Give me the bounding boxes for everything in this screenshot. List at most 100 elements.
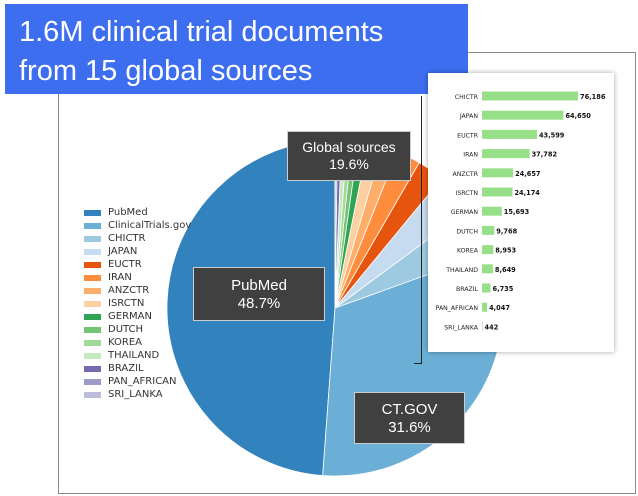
legend-swatch [84, 352, 101, 359]
legend-entry-iran: IRAN [84, 271, 191, 284]
ctgov-callout: CT.GOV 31.6% [354, 392, 465, 444]
legend-entry-clinicaltrials-gov: ClinicalTrials.gov [84, 219, 191, 232]
legend-label: JAPAN [108, 246, 138, 257]
bar-category-label-korea: KOREA [457, 248, 479, 255]
legend-label: THAILAND [108, 350, 160, 361]
legend-entry-thailand: THAILAND [84, 349, 191, 362]
bar-category-label-sri-lanka: SRI_LANKA [444, 324, 479, 331]
title-banner: 1.6M clinical trial documents from 15 gl… [5, 4, 468, 94]
legend-label: EUCTR [108, 259, 142, 270]
bar-value-label-isrctn: 24,174 [514, 189, 540, 197]
legend-entry-euctr: EUCTR [84, 258, 191, 271]
bar-chictr [482, 91, 578, 101]
legend-label: SRI_LANKA [108, 389, 163, 400]
legend-label: IRAN [108, 272, 132, 283]
legend-swatch [84, 248, 101, 255]
bar-anzctr [482, 168, 514, 178]
legend-entry-brazil: BRAZIL [84, 362, 191, 375]
legend-label: ClinicalTrials.gov [108, 220, 192, 231]
legend-entry-pubmed: PubMed [84, 206, 191, 219]
legend-swatch [84, 391, 101, 398]
bar-thailand [482, 264, 493, 274]
bar-value-label-german: 15,693 [504, 208, 530, 216]
bar-category-label-anzctr: ANZCTR [453, 171, 479, 178]
bar-category-label-isrctn: ISRCTN [456, 190, 479, 197]
legend-label: PubMed [108, 207, 148, 218]
bar-korea [482, 245, 494, 255]
legend-label: CHICTR [108, 233, 146, 244]
bar-isrctn [482, 187, 513, 197]
legend-swatch [84, 365, 101, 372]
bar-value-label-japan: 64,650 [565, 112, 591, 120]
legend-entry-korea: KOREA [84, 336, 191, 349]
bar-value-label-thailand: 8,649 [495, 266, 516, 274]
global-sources-bar-chart: CHICTR 76,186 JAPAN 64,650 EUCTR 43,599 IRAN 37… [428, 73, 614, 352]
legend-swatch [84, 300, 101, 307]
bar-category-label-japan: JAPAN [459, 113, 479, 120]
global-callout-pct: 19.6% [329, 156, 369, 172]
legend-swatch [84, 274, 101, 281]
bar-category-label-pan-african: PAN_AFRICAN [436, 305, 479, 312]
bracket-connector-end [414, 363, 422, 364]
legend-label: KOREA [108, 337, 142, 348]
bar-category-label-dutch: DUTCH [456, 228, 478, 235]
bar-brazil [482, 283, 491, 293]
legend-swatch [84, 378, 101, 385]
pubmed-callout-pct: 48.7% [237, 295, 281, 312]
bar-value-label-brazil: 6,735 [492, 285, 513, 293]
bar-value-label-dutch: 9,768 [496, 227, 517, 235]
bar-chart-svg: CHICTR 76,186 JAPAN 64,650 EUCTR 43,599 IRAN 37… [436, 91, 606, 331]
legend-entry-dutch: DUTCH [84, 323, 191, 336]
bar-category-label-brazil: BRAZIL [456, 286, 479, 293]
bar-iran [482, 149, 530, 159]
legend-entry-sri-lanka: SRI_LANKA [84, 388, 191, 401]
bar-german [482, 206, 502, 216]
bar-value-label-anzctr: 24,657 [515, 170, 541, 178]
legend-label: GERMAN [108, 311, 152, 322]
bar-dutch [482, 225, 495, 235]
global-sources-callout: Global sources 19.6% [287, 131, 411, 181]
legend-swatch [84, 326, 101, 333]
bar-value-label-iran: 37,782 [532, 151, 558, 159]
legend-label: PAN_AFRICAN [108, 376, 177, 387]
legend-entry-chictr: CHICTR [84, 232, 191, 245]
bar-category-label-thailand: THAILAND [445, 267, 478, 274]
pubmed-callout: PubMed 48.7% [193, 267, 325, 321]
bar-value-label-sri-lanka: 442 [485, 323, 499, 331]
bar-value-label-chictr: 76,186 [580, 93, 606, 101]
legend-swatch [84, 235, 101, 242]
bar-value-label-pan-african: 4,047 [489, 304, 510, 312]
bar-japan [482, 110, 564, 120]
bar-category-label-german: GERMAN [451, 209, 479, 216]
bar-category-label-chictr: CHICTR [455, 94, 479, 101]
ctgov-callout-label: CT.GOV [381, 401, 438, 418]
ctgov-callout-pct: 31.6% [388, 419, 431, 436]
bracket-connector [416, 96, 422, 364]
legend-entry-german: GERMAN [84, 310, 191, 323]
legend-swatch [84, 209, 101, 216]
legend-label: BRAZIL [108, 363, 144, 374]
pubmed-callout-label: PubMed [231, 277, 287, 294]
bar-category-label-iran: IRAN [463, 152, 478, 159]
bar-category-label-euctr: EUCTR [457, 132, 479, 139]
legend-swatch [84, 222, 101, 229]
bar-sri-lanka [482, 321, 483, 331]
legend-swatch [84, 261, 101, 268]
bar-value-label-euctr: 43,599 [539, 131, 565, 139]
legend-label: ISRCTN [108, 298, 145, 309]
legend-label: ANZCTR [108, 285, 150, 296]
legend-entry-japan: JAPAN [84, 245, 191, 258]
pie-legend: PubMed ClinicalTrials.gov CHICTR JAPAN EUCTR… [84, 206, 191, 401]
legend-swatch [84, 339, 101, 346]
bar-value-label-korea: 8,953 [495, 247, 516, 255]
legend-swatch [84, 287, 101, 294]
bar-euctr [482, 129, 537, 139]
legend-swatch [84, 313, 101, 320]
legend-label: DUTCH [108, 324, 144, 335]
title-line-1: 1.6M clinical trial documents [19, 16, 384, 48]
legend-entry-isrctn: ISRCTN [84, 297, 191, 310]
title-line-2: from 15 global sources [19, 55, 313, 87]
global-callout-label: Global sources [302, 139, 396, 155]
bar-pan-african [482, 302, 488, 312]
legend-entry-pan-african: PAN_AFRICAN [84, 375, 191, 388]
